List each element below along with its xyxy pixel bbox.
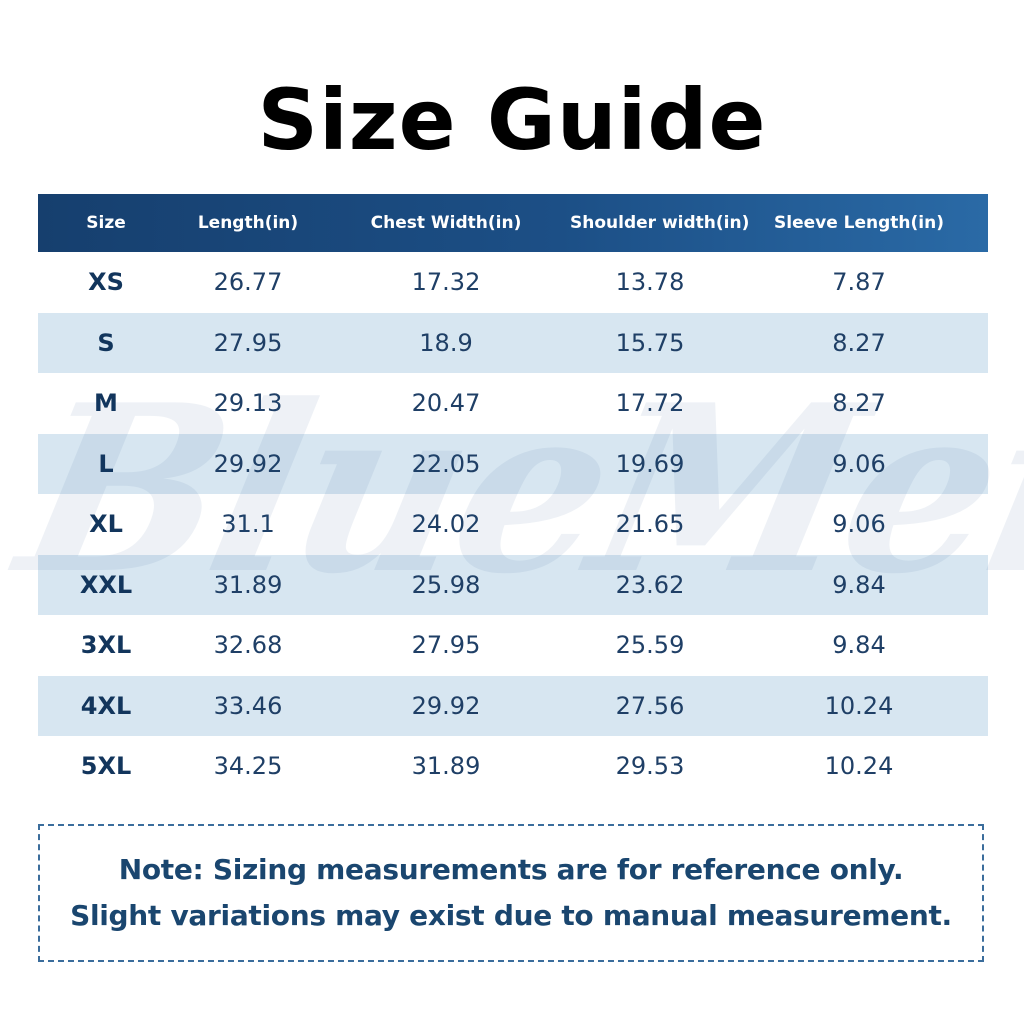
table-row: M 29.13 20.47 17.72 8.27	[38, 373, 988, 434]
shoulder-width-cell: 23.62	[615, 570, 685, 599]
sleeve-length-cell: 8.27	[832, 389, 886, 418]
shoulder-width-cell: 29.53	[615, 752, 685, 781]
note-box: Note: Sizing measurements are for refere…	[38, 824, 984, 962]
size-cell: 3XL	[80, 631, 132, 660]
table-row: 5XL 34.25 31.89 29.53 10.24	[38, 736, 988, 797]
size-cell: 4XL	[80, 691, 132, 720]
header-shoulder-width: Shoulder width(in)	[570, 213, 750, 233]
size-chart-table: Size Length(in) Chest Width(in) Shoulder…	[38, 194, 988, 797]
size-cell: 5XL	[80, 752, 132, 781]
shoulder-width-cell: 17.72	[615, 389, 685, 418]
chest-width-cell: 27.95	[411, 631, 481, 660]
header-size: Size	[86, 213, 126, 233]
sleeve-length-cell: 9.84	[832, 570, 886, 599]
sleeve-length-cell: 9.06	[832, 510, 886, 539]
sleeve-length-cell: 10.24	[824, 752, 894, 781]
chest-width-cell: 22.05	[411, 449, 481, 478]
header-length: Length(in)	[197, 213, 299, 233]
chest-width-cell: 20.47	[411, 389, 481, 418]
table-header-row: Size Length(in) Chest Width(in) Shoulder…	[38, 194, 988, 252]
length-cell: 33.46	[213, 691, 283, 720]
page-title: Size Guide	[257, 71, 767, 169]
length-cell: 26.77	[213, 268, 283, 297]
sleeve-length-cell: 10.24	[824, 691, 894, 720]
chest-width-cell: 31.89	[411, 752, 481, 781]
chest-width-cell: 25.98	[411, 570, 481, 599]
shoulder-width-cell: 13.78	[615, 268, 685, 297]
length-cell: 32.68	[213, 631, 283, 660]
note-line-1: Note: Sizing measurements are for refere…	[118, 853, 904, 886]
table-row: S 27.95 18.9 15.75 8.27	[38, 312, 988, 373]
chest-width-cell: 17.32	[411, 268, 481, 297]
header-chest-width: Chest Width(in)	[370, 213, 522, 233]
shoulder-width-cell: 21.65	[615, 510, 685, 539]
shoulder-width-cell: 19.69	[615, 449, 685, 478]
table-row: 3XL 32.68 27.95 25.59 9.84	[38, 615, 988, 676]
size-cell: XXL	[79, 570, 133, 599]
length-cell: 31.89	[213, 570, 283, 599]
shoulder-width-cell: 15.75	[615, 328, 685, 357]
size-cell: M	[94, 389, 118, 418]
size-cell: XS	[88, 268, 124, 297]
sleeve-length-cell: 9.84	[832, 631, 886, 660]
chest-width-cell: 18.9	[419, 328, 473, 357]
shoulder-width-cell: 25.59	[615, 631, 685, 660]
header-sleeve-length: Sleeve Length(in)	[774, 213, 944, 233]
table-row: 4XL 33.46 29.92 27.56 10.24	[38, 675, 988, 736]
shoulder-width-cell: 27.56	[615, 691, 685, 720]
table-row: XXL 31.89 25.98 23.62 9.84	[38, 554, 988, 615]
sleeve-length-cell: 8.27	[832, 328, 886, 357]
length-cell: 29.13	[213, 389, 283, 418]
note-line-2: Slight variations may exist due to manua…	[70, 899, 952, 932]
sleeve-length-cell: 9.06	[832, 449, 886, 478]
table-row: XS 26.77 17.32 13.78 7.87	[38, 252, 988, 313]
chest-width-cell: 29.92	[411, 691, 481, 720]
size-cell: XL	[89, 510, 123, 539]
length-cell: 34.25	[213, 752, 283, 781]
length-cell: 29.92	[213, 449, 283, 478]
length-cell: 31.1	[221, 510, 275, 539]
sleeve-length-cell: 7.87	[832, 268, 886, 297]
chest-width-cell: 24.02	[411, 510, 481, 539]
table-row: XL 31.1 24.02 21.65 9.06	[38, 494, 988, 555]
size-cell: L	[98, 449, 114, 478]
table-row: L 29.92 22.05 19.69 9.06	[38, 433, 988, 494]
length-cell: 27.95	[213, 328, 283, 357]
size-cell: S	[97, 328, 115, 357]
